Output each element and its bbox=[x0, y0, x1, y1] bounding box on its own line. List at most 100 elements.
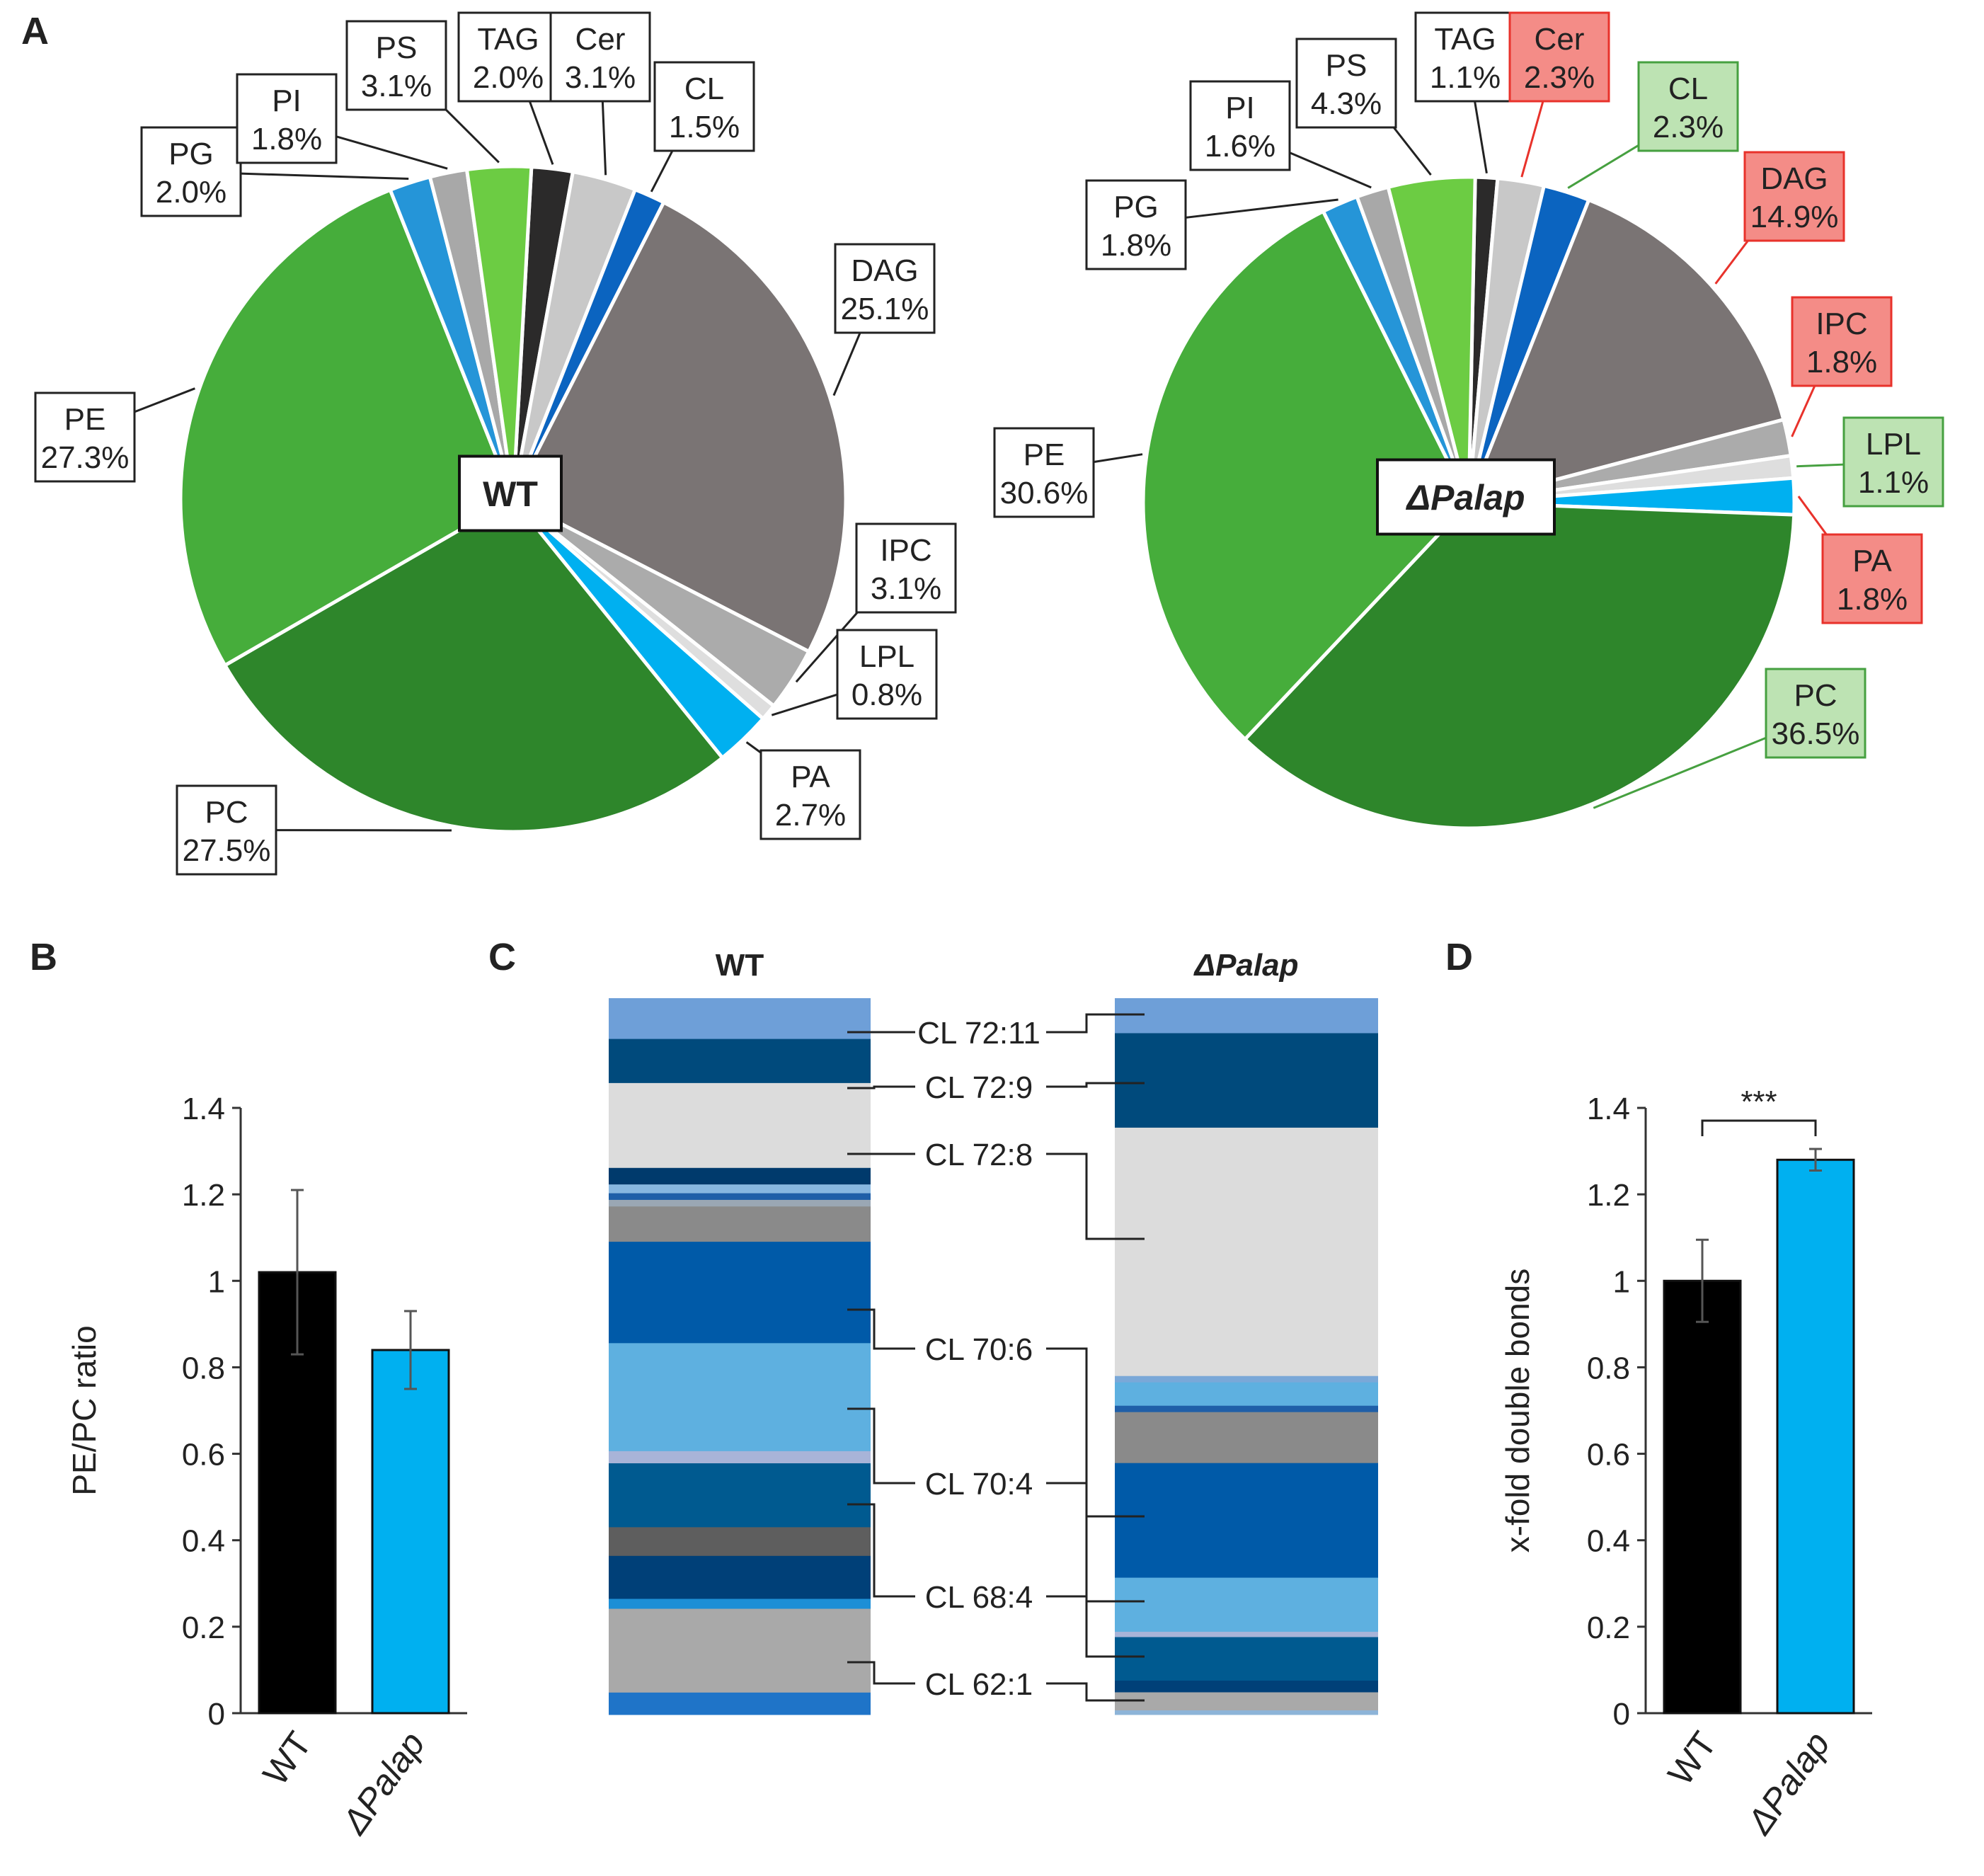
species-label-cl-72-11: CL 72:11 bbox=[917, 1016, 1040, 1051]
connector-palap-cl-62-1 bbox=[1046, 1682, 1145, 1702]
callout-leader-palap-ipc bbox=[1791, 377, 1820, 437]
species-label-cl-70-6: CL 70:6 bbox=[925, 1332, 1033, 1367]
stack-segment-wt-1 bbox=[609, 1039, 871, 1084]
callout-box-palap-pi bbox=[1189, 80, 1291, 171]
callout-box-palap-pc bbox=[1765, 668, 1867, 759]
callout-leader-wt-ipc bbox=[795, 603, 866, 683]
stack-segment-palap-5 bbox=[1115, 1405, 1378, 1413]
callout-value-palap-pa: 1.8% bbox=[1837, 582, 1908, 617]
callout-value-wt-cl: 1.5% bbox=[669, 110, 740, 144]
stack-segment-palap-0 bbox=[1115, 998, 1378, 1034]
panel-letter-b: B bbox=[30, 936, 57, 978]
stack-segment-wt-13 bbox=[609, 1555, 871, 1600]
stack-segment-wt-12 bbox=[609, 1527, 871, 1557]
callout-leader-wt-tag bbox=[525, 92, 554, 165]
callout-value-palap-cer: 2.3% bbox=[1524, 60, 1595, 95]
callout-value-palap-dag: 14.9% bbox=[1750, 200, 1839, 234]
connector-palap-cl-72-9 bbox=[1046, 1082, 1145, 1088]
connector-wt-cl-70-4 bbox=[847, 1407, 915, 1485]
x-tick-label-d-0: WT bbox=[1661, 1725, 1724, 1792]
y-tick-label-b-5: 1 bbox=[208, 1264, 225, 1299]
pie-title-palap: ΔPalap bbox=[1406, 478, 1525, 517]
panel-letter-c: C bbox=[488, 936, 516, 978]
callout-leader-palap-pg bbox=[1176, 198, 1338, 220]
stack-segment-palap-11 bbox=[1115, 1681, 1378, 1693]
callout-value-wt-pc: 27.5% bbox=[183, 833, 271, 868]
callout-label-wt-ipc: IPC bbox=[880, 533, 931, 568]
callout-label-palap-pg: PG bbox=[1113, 190, 1159, 224]
y-tick-label-b-0: 0 bbox=[208, 1697, 225, 1732]
callout-box-palap-cer bbox=[1508, 11, 1610, 103]
callout-box-palap-ipc bbox=[1791, 296, 1893, 387]
callout-value-wt-lpl: 0.8% bbox=[851, 677, 922, 712]
cardiolipin-species-chart: WT ΔPalap CL 72:11 CL 72:9 CL 72:8 CL 70:6 CL … bbox=[609, 948, 1378, 1715]
callout-box-palap-lpl bbox=[1842, 416, 1944, 508]
callout-label-wt-cl: CL bbox=[684, 72, 724, 106]
callout-label-wt-pi: PI bbox=[272, 84, 302, 118]
callout-box-wt-cl bbox=[653, 61, 755, 152]
stack-segment-wt-6 bbox=[609, 1199, 871, 1207]
callout-label-palap-cer: Cer bbox=[1535, 22, 1585, 57]
callout-box-wt-cer bbox=[549, 11, 651, 103]
callout-value-palap-cl: 2.3% bbox=[1653, 110, 1724, 144]
x-tick-label-b-0: WT bbox=[256, 1725, 319, 1792]
connector-wt-cl-70-6 bbox=[847, 1308, 915, 1350]
callout-value-wt-tag: 2.0% bbox=[473, 60, 544, 95]
callout-value-palap-pg: 1.8% bbox=[1101, 228, 1171, 263]
callout-leader-wt-ps bbox=[436, 100, 500, 164]
callout-label-wt-lpl: LPL bbox=[859, 639, 914, 674]
stack-segment-palap-1 bbox=[1115, 1033, 1378, 1128]
stack-segment-wt-15 bbox=[609, 1608, 871, 1693]
column-title-wt: WT bbox=[716, 948, 764, 983]
callout-leader-wt-pg bbox=[231, 172, 409, 181]
callout-box-palap-pe bbox=[993, 427, 1095, 518]
callout-box-wt-tag bbox=[457, 11, 559, 103]
callout-leader-wt-cer bbox=[601, 92, 607, 176]
stack-segment-palap-13 bbox=[1115, 1710, 1378, 1715]
callout-box-wt-pi bbox=[236, 73, 338, 164]
bar-chart-pe-pc-ratio: 0 0.2 0.4 0.6 0.8 1 1.2 1.4 PE/PC ratio WT ΔPalap bbox=[66, 1092, 467, 1841]
connector-palap-cl-70-4 bbox=[1046, 1482, 1145, 1603]
stack-segment-wt-4 bbox=[609, 1184, 871, 1194]
stack-segment-palap-3 bbox=[1115, 1375, 1378, 1383]
stack-segment-wt-5 bbox=[609, 1193, 871, 1201]
stack-segment-palap-9 bbox=[1115, 1632, 1378, 1638]
y-tick-label-d-6: 1.2 bbox=[1587, 1178, 1630, 1213]
callout-leader-palap-cl bbox=[1567, 139, 1648, 189]
callout-leader-palap-pi bbox=[1280, 148, 1372, 189]
stack-segment-wt-7 bbox=[609, 1206, 871, 1242]
column-title-palap: ΔPalap bbox=[1193, 948, 1299, 983]
callout-leader-palap-cer bbox=[1520, 92, 1547, 178]
callout-box-wt-pa bbox=[759, 749, 861, 840]
callout-label-wt-dag: DAG bbox=[851, 253, 918, 288]
pie-slice-palap-pc bbox=[1242, 501, 1796, 830]
callout-leader-wt-dag bbox=[832, 324, 865, 396]
bar-chart-double-bonds: 0 0.2 0.4 0.6 0.8 1 1.2 1.4 x-fold double bonds W… bbox=[1499, 1085, 1872, 1841]
callout-box-wt-pg bbox=[140, 126, 242, 217]
stack-segment-wt-10 bbox=[609, 1451, 871, 1464]
callout-leader-wt-pi bbox=[327, 132, 448, 170]
connector-wt-cl-62-1 bbox=[847, 1661, 915, 1685]
callout-box-wt-lpl bbox=[836, 629, 938, 720]
callout-value-palap-tag: 1.1% bbox=[1430, 60, 1501, 95]
y-tick-label-b-3: 0.6 bbox=[182, 1438, 225, 1472]
y-tick-label-b-4: 0.8 bbox=[182, 1351, 225, 1385]
y-tick-label-d-0: 0 bbox=[1613, 1697, 1630, 1732]
species-label-cl-72-9: CL 72:9 bbox=[925, 1070, 1033, 1105]
callout-value-palap-ipc: 1.8% bbox=[1806, 345, 1877, 379]
y-axis-title-b: PE/PC ratio bbox=[66, 1325, 103, 1495]
callout-label-palap-cl: CL bbox=[1668, 72, 1708, 106]
stack-segment-palap-12 bbox=[1115, 1692, 1378, 1711]
species-label-cl-62-1: CL 62:1 bbox=[925, 1667, 1033, 1702]
y-tick-label-d-5: 1 bbox=[1613, 1264, 1630, 1299]
callout-value-wt-dag: 25.1% bbox=[841, 292, 929, 326]
y-tick-label-d-2: 0.4 bbox=[1587, 1524, 1630, 1559]
callout-leader-wt-pe bbox=[125, 387, 195, 416]
pie-slice-palap-dag bbox=[1465, 198, 1786, 505]
pie-title-box-wt bbox=[458, 454, 563, 532]
callout-box-palap-dag bbox=[1743, 151, 1845, 242]
stack-segment-palap-6 bbox=[1115, 1412, 1378, 1464]
callout-label-wt-pe: PE bbox=[64, 402, 106, 437]
